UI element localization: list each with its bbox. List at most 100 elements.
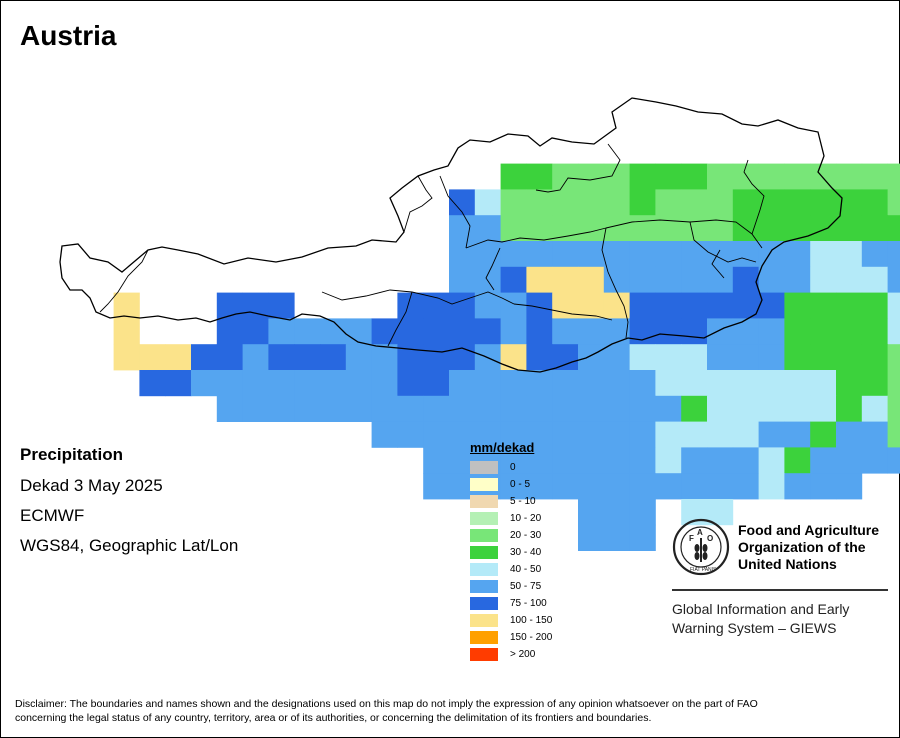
grid-cell bbox=[629, 370, 656, 397]
grid-cell bbox=[449, 241, 476, 268]
grid-cell bbox=[861, 344, 888, 371]
grid-cell bbox=[526, 189, 553, 216]
grid-cell bbox=[758, 189, 785, 216]
grid-cell bbox=[810, 395, 837, 422]
grid-cell bbox=[707, 163, 734, 190]
grid-cell bbox=[836, 421, 863, 448]
grid-cell bbox=[681, 421, 708, 448]
grid-cell bbox=[578, 524, 605, 551]
legend-title: mm/dekad bbox=[470, 440, 535, 455]
legend-label: 50 - 75 bbox=[510, 581, 542, 592]
grid-cell bbox=[552, 447, 579, 474]
grid-cell bbox=[629, 524, 656, 551]
grid-cell bbox=[552, 266, 579, 293]
grid-cell bbox=[268, 344, 295, 371]
grid-cell bbox=[500, 292, 527, 319]
grid-cell bbox=[216, 292, 243, 319]
grid-cell bbox=[836, 163, 863, 190]
state-borders bbox=[99, 143, 765, 347]
variable-title: Precipitation bbox=[20, 445, 123, 464]
grid-cell bbox=[603, 447, 630, 474]
grid-cell bbox=[836, 395, 863, 422]
grid-cell bbox=[242, 344, 269, 371]
grid-cell bbox=[474, 421, 501, 448]
svg-text:F: F bbox=[689, 534, 694, 543]
grid-cell bbox=[552, 344, 579, 371]
grid-cell bbox=[474, 189, 501, 216]
grid-cell bbox=[810, 189, 837, 216]
legend-items: 0 0 - 5 5 - 10 10 - 20 20 - 30 30 - 40 40 - 50… bbox=[470, 459, 552, 663]
grid-cell bbox=[784, 344, 811, 371]
grid-cell bbox=[810, 215, 837, 242]
grid-cell bbox=[526, 266, 553, 293]
grid-cell bbox=[552, 215, 579, 242]
grid-cell bbox=[500, 266, 527, 293]
grid-cell bbox=[707, 189, 734, 216]
grid-cell bbox=[681, 395, 708, 422]
grid-cell bbox=[423, 421, 450, 448]
grid-cell bbox=[578, 189, 605, 216]
logo-divider bbox=[672, 589, 888, 591]
fao-emblem-icon: F A O FIAT PANIS bbox=[672, 518, 730, 576]
grid-cell bbox=[629, 215, 656, 242]
grid-cell bbox=[578, 163, 605, 190]
grid-cell bbox=[629, 241, 656, 268]
grid-cell bbox=[836, 215, 863, 242]
precipitation-grid bbox=[113, 163, 900, 551]
grid-cell bbox=[320, 318, 347, 345]
grid-cell bbox=[707, 499, 734, 526]
grid-cell bbox=[474, 395, 501, 422]
legend-item: > 200 bbox=[470, 646, 552, 663]
grid-cell bbox=[242, 318, 269, 345]
grid-cell bbox=[861, 241, 888, 268]
grid-cell bbox=[113, 344, 140, 371]
grid-cell bbox=[320, 344, 347, 371]
grid-cell bbox=[836, 292, 863, 319]
grid-cell bbox=[500, 241, 527, 268]
grid-cell bbox=[732, 395, 759, 422]
grid-cell bbox=[836, 370, 863, 397]
giews-label: Global Information and Early Warning Sys… bbox=[672, 600, 892, 638]
grid-cell bbox=[629, 499, 656, 526]
grid-cell bbox=[681, 241, 708, 268]
grid-cell bbox=[578, 447, 605, 474]
grid-cell bbox=[707, 318, 734, 345]
grid-cell bbox=[732, 215, 759, 242]
grid-cell bbox=[578, 318, 605, 345]
grid-cell bbox=[758, 241, 785, 268]
grid-cell bbox=[836, 447, 863, 474]
grid-cell bbox=[629, 189, 656, 216]
legend-swatch bbox=[470, 631, 498, 644]
grid-cell bbox=[681, 266, 708, 293]
grid-cell bbox=[474, 370, 501, 397]
giews-line: Warning System – GIEWS bbox=[672, 620, 837, 636]
legend-label: 100 - 150 bbox=[510, 615, 553, 626]
grid-cell bbox=[629, 473, 656, 500]
grid-cell bbox=[836, 318, 863, 345]
legend-swatch bbox=[470, 614, 498, 627]
grid-cell bbox=[655, 163, 682, 190]
grid-cell bbox=[629, 266, 656, 293]
grid-cell bbox=[449, 395, 476, 422]
grid-cell bbox=[758, 266, 785, 293]
grid-cell bbox=[861, 189, 888, 216]
grid-cell bbox=[371, 421, 398, 448]
grid-cell bbox=[526, 370, 553, 397]
legend-label: > 200 bbox=[510, 649, 536, 660]
grid-cell bbox=[603, 524, 630, 551]
grid-cell bbox=[655, 292, 682, 319]
grid-cell bbox=[242, 292, 269, 319]
legend-item: 40 - 50 bbox=[470, 561, 552, 578]
legend-swatch bbox=[470, 529, 498, 542]
grid-cell bbox=[268, 318, 295, 345]
grid-cell bbox=[474, 266, 501, 293]
legend-item: 0 - 5 bbox=[470, 476, 552, 493]
grid-cell bbox=[836, 266, 863, 293]
grid-cell bbox=[216, 370, 243, 397]
grid-cell bbox=[784, 189, 811, 216]
grid-cell bbox=[732, 370, 759, 397]
grid-cell bbox=[113, 292, 140, 319]
grid-cell bbox=[861, 292, 888, 319]
grid-cell bbox=[371, 395, 398, 422]
grid-cell bbox=[268, 292, 295, 319]
